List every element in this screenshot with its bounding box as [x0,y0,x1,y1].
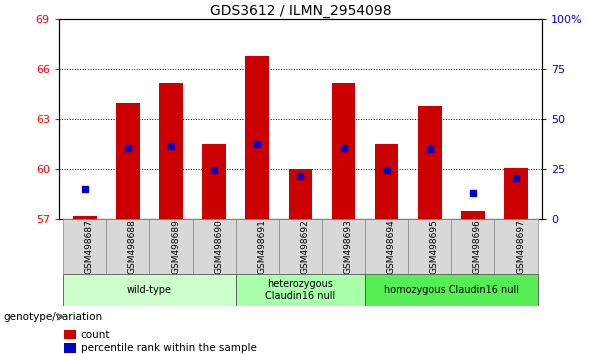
Bar [193,219,236,274]
Text: genotype/variation: genotype/variation [3,312,102,322]
Text: homozygous Claudin16 null: homozygous Claudin16 null [384,285,519,295]
Text: GSM498696: GSM498696 [473,219,482,274]
Bar [116,103,140,219]
Text: percentile rank within the sample: percentile rank within the sample [81,343,256,353]
Text: heterozygous
Claudin16 null: heterozygous Claudin16 null [265,279,336,301]
Bar [236,274,365,306]
Bar [494,219,538,274]
Bar [365,274,538,306]
Bar [322,219,365,274]
Bar [504,168,528,219]
Text: GSM498688: GSM498688 [128,219,137,274]
Text: GSM498693: GSM498693 [343,219,352,274]
Text: GSM498689: GSM498689 [171,219,180,274]
Bar [63,274,236,306]
Bar [150,219,193,274]
Bar [375,144,399,219]
Text: count: count [81,330,110,340]
Bar [236,219,279,274]
Bar [107,219,150,274]
Bar [64,343,76,353]
Title: GDS3612 / ILMN_2954098: GDS3612 / ILMN_2954098 [210,5,391,18]
Bar [418,106,442,219]
Text: GSM498697: GSM498697 [516,219,525,274]
Bar [289,170,312,219]
Bar [451,219,494,274]
Text: GSM498687: GSM498687 [85,219,94,274]
Text: GSM498692: GSM498692 [300,219,309,274]
Bar [73,216,97,219]
Text: GSM498694: GSM498694 [386,219,396,274]
Bar [408,219,451,274]
Bar [365,219,408,274]
Bar [63,219,107,274]
Bar [64,330,76,339]
Bar [279,219,322,274]
Text: GSM498695: GSM498695 [430,219,439,274]
Text: GSM498690: GSM498690 [214,219,223,274]
Bar [332,83,355,219]
Bar [159,83,183,219]
Text: wild-type: wild-type [127,285,172,295]
Text: GSM498691: GSM498691 [257,219,266,274]
Bar [202,144,226,219]
Bar [246,56,269,219]
Bar [461,211,485,219]
